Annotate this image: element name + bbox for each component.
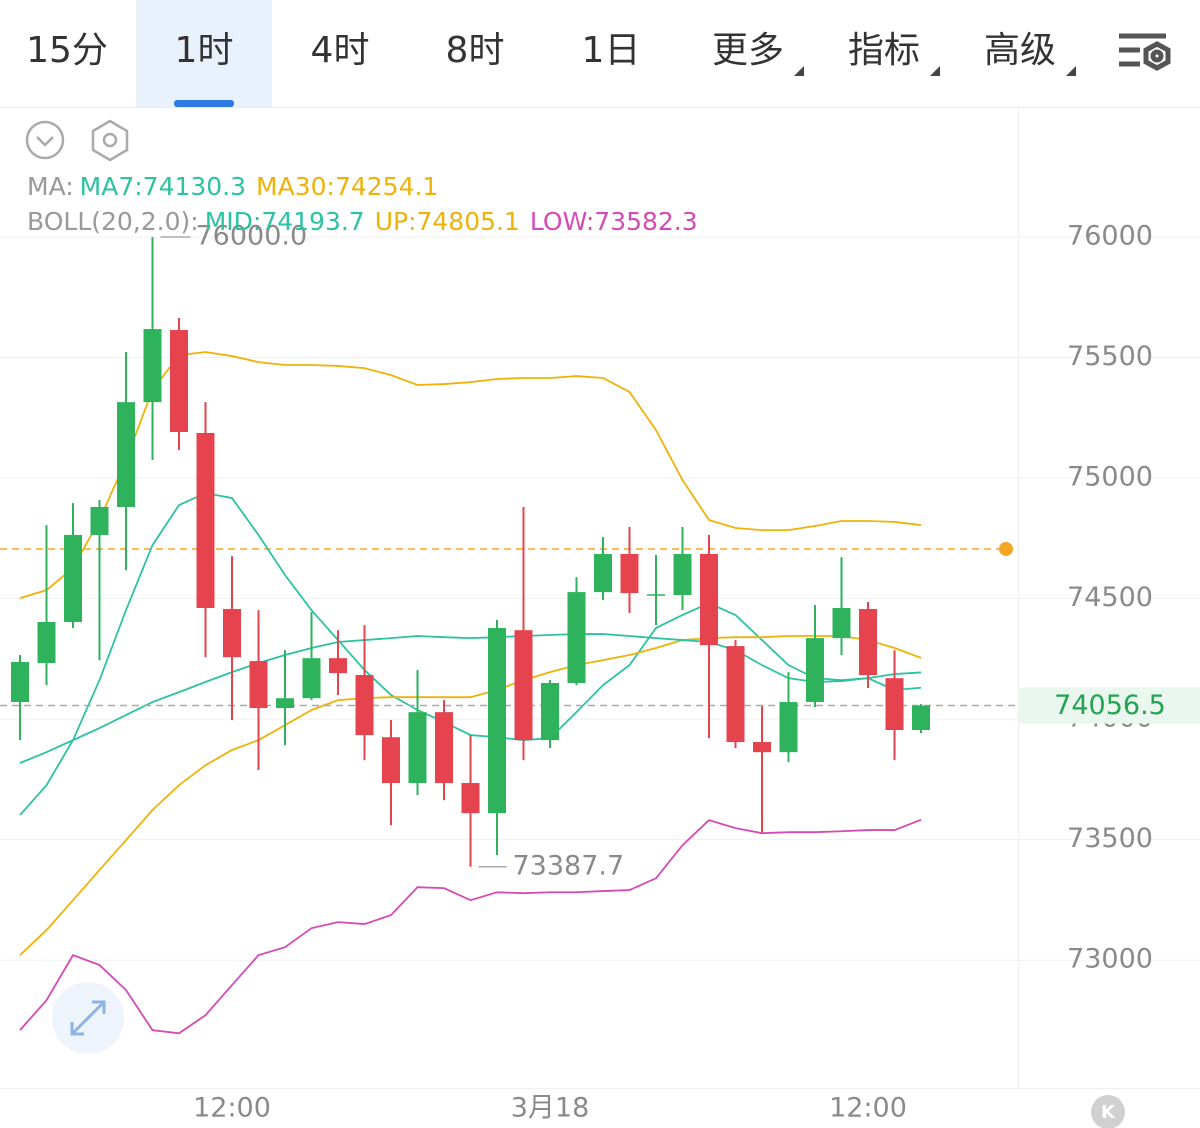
- candle-body: [673, 554, 692, 595]
- indicator-line: [19, 635, 922, 956]
- candle-body: [832, 608, 851, 639]
- candle-body: [514, 630, 533, 741]
- candle-body: [11, 662, 29, 703]
- candle-body: [355, 675, 374, 736]
- candle-body: [143, 329, 162, 403]
- legend-entry: LOW:73582.3: [530, 207, 698, 236]
- candle-body: [223, 608, 241, 658]
- tab[interactable]: 指标: [848, 30, 920, 71]
- candle-body: [408, 712, 427, 784]
- candle-body: [329, 658, 347, 674]
- high-label: 76000.0: [196, 220, 308, 251]
- dropdown-triangle: [930, 66, 940, 76]
- candle-body: [117, 402, 135, 507]
- legend-entry: MA30:74254.1: [256, 172, 438, 201]
- tab[interactable]: 15分: [26, 30, 108, 71]
- dropdown-triangle: [1066, 66, 1076, 76]
- candle-body: [461, 783, 480, 814]
- x-tick-label: 12:00: [829, 1093, 907, 1124]
- x-tick-label: 3月18: [511, 1093, 590, 1124]
- candle-body: [885, 678, 904, 730]
- candle-body: [435, 712, 453, 784]
- candle-body: [302, 658, 321, 699]
- candle-body: [647, 594, 665, 596]
- tab[interactable]: 高级: [984, 30, 1056, 71]
- y-tick-label: 75500: [1067, 341, 1153, 372]
- x-tick-label: 12:00: [193, 1093, 271, 1124]
- y-tick-label: 75000: [1067, 462, 1153, 493]
- low-label: 73387.7: [513, 850, 625, 881]
- last-price-label: 74056.5: [1054, 690, 1166, 721]
- y-tick-label: 73500: [1067, 823, 1153, 854]
- candle-body: [37, 621, 56, 663]
- legend-title: MA:: [27, 172, 74, 201]
- legend-title: BOLL(20,2.0):: [27, 207, 199, 236]
- expand-button[interactable]: [52, 982, 124, 1054]
- candle-body: [488, 628, 506, 814]
- candle-body: [779, 702, 798, 753]
- legend-entry: MA7:74130.3: [80, 172, 246, 201]
- legend-entry: MID:74193.7: [205, 207, 365, 236]
- tab[interactable]: 1时: [175, 30, 234, 71]
- candle-body: [249, 661, 268, 709]
- candle-body: [620, 554, 639, 594]
- candle-body: [912, 705, 930, 730]
- y-tick-label: 73000: [1067, 944, 1153, 975]
- candle-body: [64, 534, 82, 622]
- dropdown-triangle: [794, 66, 804, 76]
- candle-body: [859, 608, 877, 676]
- tab[interactable]: 1日: [582, 30, 641, 71]
- candle-body: [90, 506, 109, 535]
- tab-highlight: [136, 0, 272, 107]
- candle-body: [806, 638, 824, 703]
- legend-entry: UP:74805.1: [375, 207, 520, 236]
- badge-circle: [1091, 1095, 1125, 1128]
- tab[interactable]: 4时: [311, 30, 370, 71]
- candle-body: [753, 742, 771, 753]
- candle-body: [594, 554, 612, 593]
- alert-dot: [999, 541, 1013, 556]
- candle-body: [726, 646, 745, 743]
- settings-icon[interactable]: [1119, 33, 1171, 71]
- y-tick-label: 76000: [1067, 220, 1153, 251]
- candle-body: [276, 698, 294, 709]
- collapse-icon[interactable]: [25, 120, 65, 160]
- badge-text: K: [1101, 1102, 1116, 1123]
- candle-body: [170, 330, 188, 433]
- y-tick-label: 74500: [1067, 582, 1153, 613]
- candle-body: [567, 592, 586, 683]
- candle-body: [196, 432, 215, 609]
- last-price-box: [1019, 687, 1200, 724]
- indicator-line: [19, 633, 922, 764]
- candle-body: [700, 554, 718, 646]
- candle-body: [541, 682, 559, 741]
- tab[interactable]: 更多: [712, 30, 784, 71]
- indicator-line: [19, 819, 922, 1035]
- candle-body: [382, 737, 400, 784]
- tab[interactable]: 8时: [446, 30, 505, 71]
- tab-underline: [174, 100, 234, 107]
- settings-hex-icon[interactable]: [91, 119, 129, 162]
